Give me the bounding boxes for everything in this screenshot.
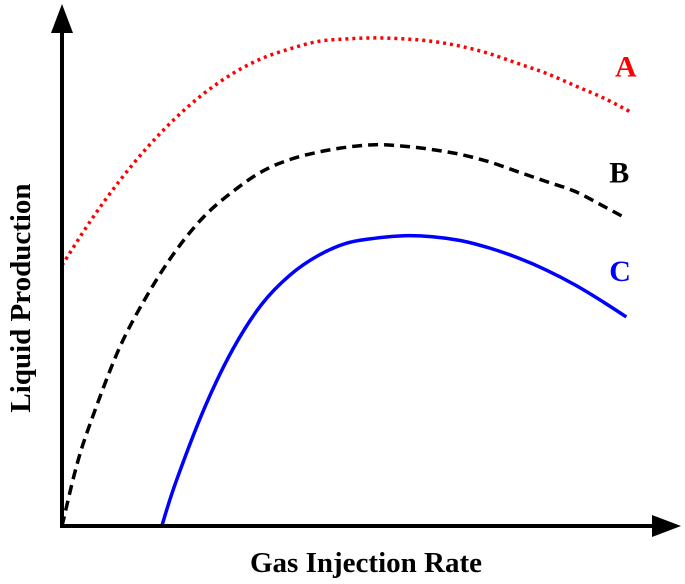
legend-labels: A B C bbox=[609, 51, 637, 288]
series-label-b: B bbox=[609, 157, 629, 190]
y-axis-arrow bbox=[51, 4, 73, 33]
series-line-b bbox=[60, 142, 628, 527]
series-label-a: A bbox=[615, 51, 637, 84]
plot-area bbox=[60, 36, 633, 527]
x-axis-title: Gas Injection Rate bbox=[250, 547, 482, 579]
y-axis-title: Liquid Production bbox=[5, 183, 37, 412]
series-label-c: C bbox=[609, 255, 631, 288]
series-line-c bbox=[160, 233, 628, 527]
series-line-a bbox=[60, 36, 633, 267]
x-axis-arrow bbox=[652, 515, 681, 537]
